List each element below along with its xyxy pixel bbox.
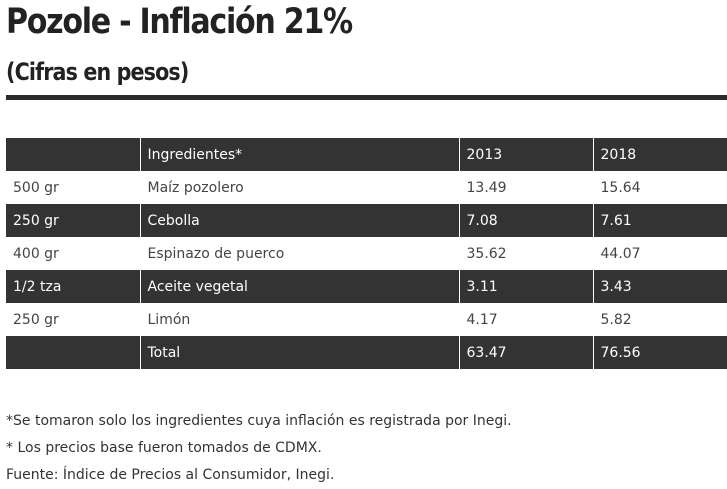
page-subtitle: (Cifras en pesos)	[6, 58, 189, 86]
header-cell-ingredients: Ingredientes*	[140, 138, 460, 171]
header-cell-2013: 2013	[459, 138, 594, 171]
quantity-cell: 400 gr	[6, 237, 141, 270]
quantity-cell: 500 gr	[6, 171, 141, 204]
price-2013-cell: 4.17	[459, 303, 594, 336]
total-label-cell: Total	[140, 336, 460, 369]
table-total-row: Total 63.47 76.56	[6, 336, 727, 369]
footnotes: *Se tomaron solo los ingredientes cuya i…	[6, 408, 512, 489]
ingredient-cell: Cebolla	[140, 204, 460, 237]
footnote-cdmx: * Los precios base fueron tomados de CDM…	[6, 440, 322, 456]
table-row: 1/2 tza Aceite vegetal 3.11 3.43	[6, 270, 727, 303]
quantity-cell: 1/2 tza	[6, 270, 141, 303]
price-2013-cell: 13.49	[459, 171, 594, 204]
price-2013-cell: 3.11	[459, 270, 594, 303]
price-2018-cell: 5.82	[593, 303, 727, 336]
table-row: 250 gr Cebolla 7.08 7.61	[6, 204, 727, 237]
price-2018-cell: 3.43	[593, 270, 727, 303]
ingredients-table: Ingredientes* 2013 2018 500 gr Maíz pozo…	[6, 138, 727, 369]
page-title: Pozole - Inflación 21%	[6, 2, 353, 42]
table-header-row: Ingredientes* 2013 2018	[6, 138, 727, 171]
table-row: 400 gr Espinazo de puerco 35.62 44.07	[6, 237, 727, 270]
total-2018-cell: 76.56	[593, 336, 727, 369]
price-2013-cell: 7.08	[459, 204, 594, 237]
price-2018-cell: 44.07	[593, 237, 727, 270]
ingredient-cell: Espinazo de puerco	[140, 237, 460, 270]
ingredient-cell: Maíz pozolero	[140, 171, 460, 204]
header-cell-2018: 2018	[593, 138, 727, 171]
ingredient-cell: Aceite vegetal	[140, 270, 460, 303]
total-empty-cell	[6, 336, 141, 369]
table-row: 250 gr Limón 4.17 5.82	[6, 303, 727, 336]
header-cell-quantity	[6, 138, 141, 171]
quantity-cell: 250 gr	[6, 303, 141, 336]
ingredient-cell: Limón	[140, 303, 460, 336]
price-2018-cell: 15.64	[593, 171, 727, 204]
title-divider	[6, 95, 727, 100]
total-2013-cell: 63.47	[459, 336, 594, 369]
footnote-inegi: *Se tomaron solo los ingredientes cuya i…	[6, 413, 512, 429]
table-row: 500 gr Maíz pozolero 13.49 15.64	[6, 171, 727, 204]
price-2013-cell: 35.62	[459, 237, 594, 270]
source-note: Fuente: Índice de Precios al Consumidor,…	[6, 467, 335, 483]
price-2018-cell: 7.61	[593, 204, 727, 237]
quantity-cell: 250 gr	[6, 204, 141, 237]
